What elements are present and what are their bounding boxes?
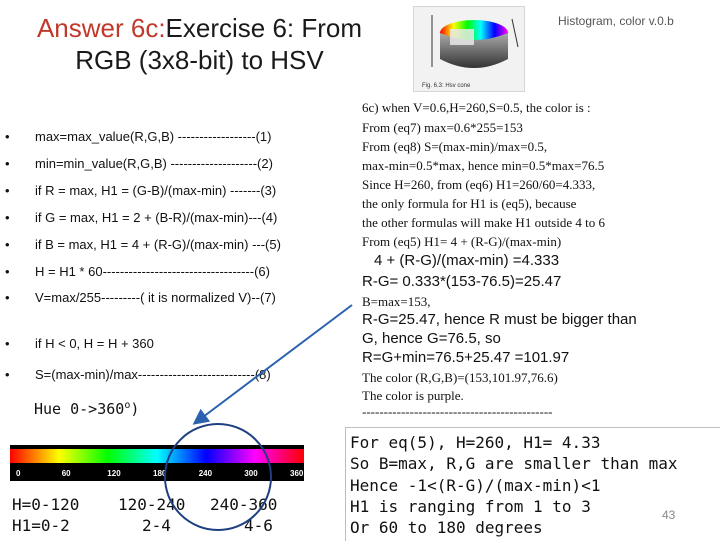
answer-line: 4 + (R-G)/(max-min) =4.333 — [374, 252, 560, 269]
answer-line: 6c) when V=0.6,H=260,S=0.5, the color is… — [362, 100, 591, 115]
title-rest: Exercise 6: From — [165, 13, 363, 43]
answer-line: R-G=25.47, hence R must be bigger than — [362, 311, 637, 328]
slide-title: Answer 6c:Exercise 6: From RGB (3x8-bit)… — [12, 12, 387, 76]
spectrum-tick-label: 120 — [107, 469, 121, 478]
answer-line: From (eq8) S=(max-min)/max=0.5, — [362, 139, 548, 154]
hue-label: Hue 0->360o) — [34, 400, 140, 418]
spectrum-tick-label: 360 — [290, 469, 304, 478]
conclusion-line: So B=max, R,G are smaller than max — [350, 454, 678, 473]
page-number: 43 — [662, 508, 676, 522]
title-highlight: Answer 6c: — [36, 13, 166, 43]
answer-line: From (eq7) max=0.6*255=153 — [362, 120, 523, 135]
answer-line: ----------------------------------------… — [362, 404, 553, 419]
spectrum-tick-label: 180 — [153, 469, 167, 478]
answer-line: B=max=153, — [362, 294, 431, 309]
highlight-circle — [164, 423, 272, 531]
range-bottom-2: 2-4 — [142, 516, 171, 535]
hsv-cone-image: Fig. 6.3: Hsv cone — [413, 6, 525, 92]
spectrum-tick-label: 60 — [62, 469, 71, 478]
answer-line: Since H=260, from (eq6) H1=260/60=4.333, — [362, 177, 596, 192]
answer-line: The color (R,G,B)=(153,101.97,76.6) — [362, 370, 558, 385]
answer-line: R-G= 0.333*(153-76.5)=25.47 — [362, 273, 562, 290]
title-line2: RGB (3x8-bit) to HSV — [75, 45, 324, 75]
conclusion-line: Hence -1<(R-G)/(max-min)<1 — [350, 476, 601, 495]
spectrum-tick-label: 0 — [16, 469, 21, 478]
answer-line: the only formula for H1 is (eq5), becaus… — [362, 196, 577, 211]
conclusion-line: Or 60 to 180 degrees — [350, 518, 543, 537]
answer-line: From (eq5) H1= 4 + (R-G)/(max-min) — [362, 234, 562, 249]
answer-line: R=G+min=76.5+25.47 =101.97 — [362, 349, 570, 366]
answer-line: the other formulas will make H1 outside … — [362, 215, 605, 230]
range-top-1: H=0-120 — [12, 495, 80, 514]
thumb-caption: Fig. 6.3: Hsv cone — [422, 83, 471, 89]
conclusion-line: For eq(5), H=260, H1= 4.33 — [350, 433, 601, 452]
answer-line: G, hence G=76.5, so — [362, 330, 501, 347]
conclusion-box: For eq(5), H=260, H1= 4.33 So B=max, R,G… — [345, 427, 720, 541]
conclusion-line: H1 is ranging from 1 to 3 — [350, 497, 591, 516]
header-right-text: Histogram, color v.0.b — [558, 14, 674, 28]
range-bottom-3: 4-6 — [244, 516, 273, 535]
answer-line: The color is purple. — [362, 388, 464, 403]
range-bottom-1: H1=0-2 — [12, 516, 70, 535]
answer-line: max-min=0.5*max, hence min=0.5*max=76.5 — [362, 158, 605, 173]
